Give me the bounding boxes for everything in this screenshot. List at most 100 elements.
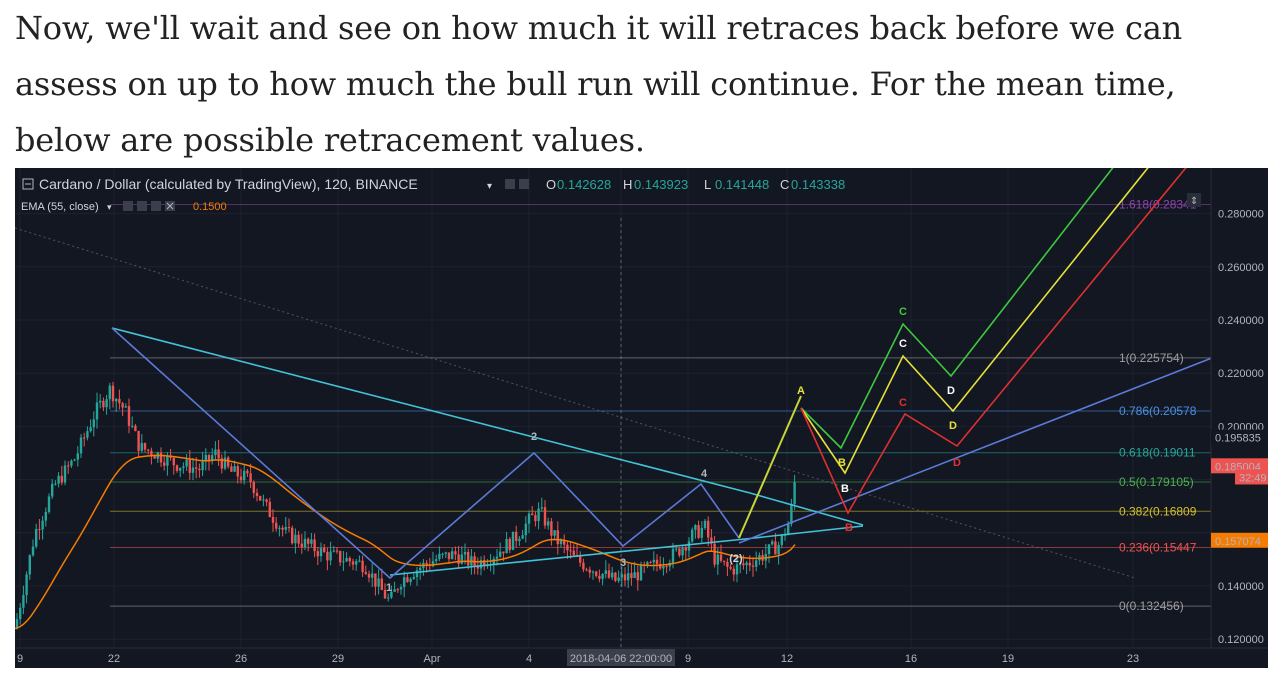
candle-body [598, 575, 601, 579]
candle-body [755, 560, 758, 567]
projection-yellow [800, 168, 1149, 475]
candle-body [281, 527, 284, 530]
candle-body [559, 540, 563, 545]
header-settings-icon[interactable] [505, 179, 515, 189]
candle-body [412, 577, 415, 579]
candle-body [175, 465, 179, 471]
ohlc-key-c: C [780, 177, 789, 192]
candle-body [147, 449, 150, 451]
candle-body [729, 566, 732, 569]
time-tick-0: 9 [17, 653, 23, 665]
candle-body [719, 554, 723, 561]
ohlc-value-l: 0.141448 [715, 177, 769, 192]
candle-body [287, 527, 291, 529]
fib-label-7: 0(0.132456) [1119, 599, 1184, 613]
candle-body [438, 553, 441, 560]
symbol-title[interactable]: Cardano / Dollar (calculated by TradingV… [39, 176, 418, 192]
candle-body [585, 569, 588, 571]
candle-body [179, 467, 182, 471]
ema-indicator-label[interactable]: EMA (55, close) [21, 201, 99, 213]
wave-label-b-green: B [838, 457, 846, 469]
fib-label-6: 0.236(0.15447 [1119, 541, 1197, 555]
candle-body [425, 562, 428, 565]
candle-body [742, 563, 745, 566]
candle-body [239, 476, 243, 481]
candle-body [275, 522, 278, 529]
candle-body [604, 570, 607, 574]
candle-body [671, 548, 675, 563]
candle-body [31, 546, 35, 556]
candle-body [124, 406, 127, 408]
triangle-upper [111, 327, 864, 526]
candle-body [476, 565, 479, 569]
projection-green [800, 168, 1114, 450]
fib-label-2: 0.786(0.20578 [1119, 404, 1197, 418]
candle-body [627, 573, 630, 581]
symbol-dropdown-icon[interactable]: ▾ [487, 181, 492, 192]
candle-body [150, 450, 153, 457]
ema-eye-icon[interactable] [123, 201, 133, 211]
candle-body [505, 538, 508, 554]
candle-body [364, 572, 367, 574]
scale-toggle-icon[interactable] [1187, 193, 1201, 207]
candle-body [211, 455, 214, 461]
tradingview-chart[interactable]: 1.618(0.28341 1(0.225754) 0.786(0.20578 0.6… [15, 168, 1268, 668]
candle-body [601, 573, 604, 579]
candle-body [502, 551, 505, 554]
fib-label-0: 1.618(0.28341 [1119, 198, 1197, 212]
candle-body [767, 544, 771, 554]
candle-body [137, 430, 140, 451]
candle-body [118, 398, 121, 404]
candle-body [406, 577, 409, 582]
candle-body [41, 520, 44, 530]
projection-red [800, 168, 1187, 515]
collapse-icon[interactable] [22, 178, 34, 190]
candle-body [377, 578, 380, 587]
ohlc-key-h: H [623, 177, 632, 192]
header-hide-icon[interactable] [519, 179, 529, 189]
candle-body [278, 527, 281, 529]
candle-body [694, 525, 697, 530]
candle-body [588, 569, 591, 573]
wave-label-b-yellow: B [841, 483, 849, 495]
candle-body [454, 551, 457, 555]
candle-body [579, 555, 582, 563]
scale-toggle-glyph: ⇕ [1190, 196, 1198, 207]
candle-body [748, 562, 751, 566]
candle-body [351, 561, 355, 565]
candle-body [291, 527, 294, 544]
candle-body [131, 425, 134, 427]
price-tick-3: 0.220000 [1218, 368, 1264, 380]
price-tick-1: 0.260000 [1218, 262, 1264, 274]
ema-settings-icon[interactable] [137, 201, 147, 211]
time-tick-5: 4 [526, 653, 532, 665]
candle-body [143, 443, 147, 450]
wave-label-c-yellow: C [899, 338, 907, 350]
candle-body [639, 564, 643, 581]
candle-body [447, 552, 451, 560]
ema-dropdown-icon[interactable]: ▾ [107, 202, 112, 212]
wave-label-c-red: C [899, 397, 907, 409]
candle-body [246, 470, 249, 474]
candle-body [153, 456, 156, 459]
candle-body [787, 524, 790, 535]
candle-body [204, 454, 207, 462]
price-tag-bg-0 [1211, 429, 1268, 445]
candle-body [182, 466, 185, 468]
candle-body [163, 462, 166, 466]
wave-label-4: 4 [701, 468, 708, 480]
candle-body [255, 492, 259, 496]
ema-source-icon[interactable] [151, 201, 161, 211]
candle-body [172, 457, 175, 466]
candle-body [348, 558, 351, 562]
candle-body [390, 591, 393, 598]
wave-label-d-red: D [953, 457, 961, 469]
candle-body [495, 556, 499, 559]
chart-svg[interactable]: 1.618(0.28341 1(0.225754) 0.786(0.20578 0.6… [15, 168, 1268, 668]
fib-label-4: 0.5(0.179105) [1119, 475, 1194, 489]
candle-body [220, 458, 223, 469]
candle-body [102, 400, 105, 408]
candle-body [739, 563, 742, 565]
candle-body [707, 520, 710, 538]
ohlc-key-l: L [704, 177, 711, 192]
